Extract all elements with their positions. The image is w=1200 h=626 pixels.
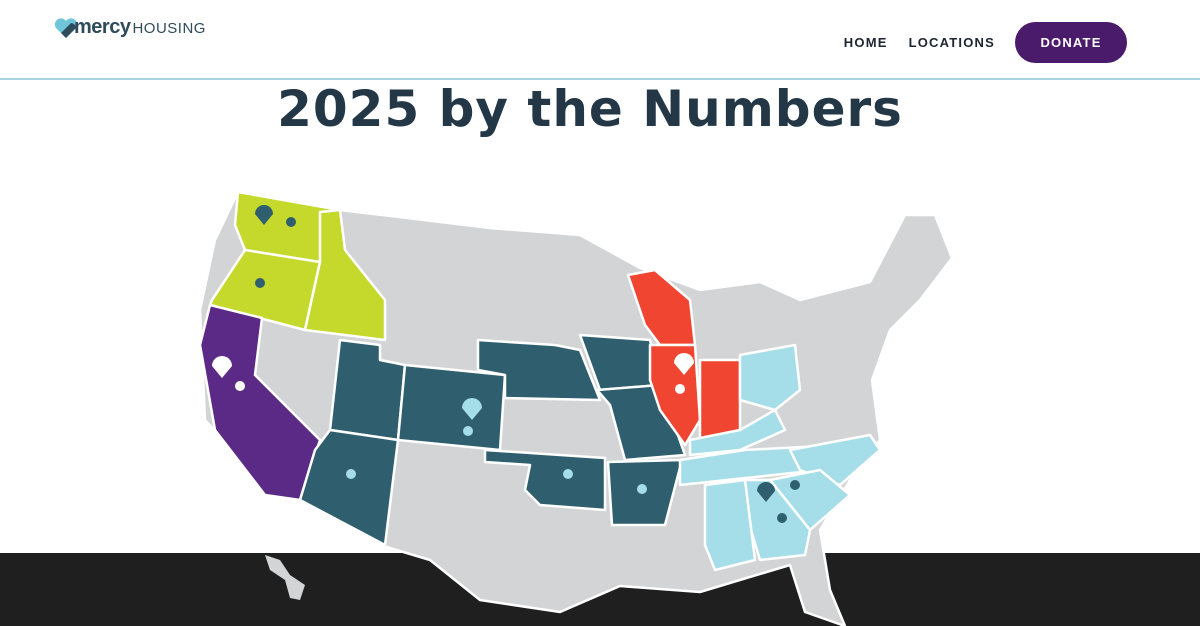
state-az (298, 428, 400, 547)
pin (757, 482, 775, 502)
site-icon (463, 426, 473, 436)
logo-primary: mercy (74, 16, 131, 38)
donate-button[interactable]: DONATE (1015, 22, 1127, 63)
main-nav: HOME LOCATIONS DONATE (823, 22, 1127, 63)
site-icon (637, 484, 647, 494)
site-icon (563, 469, 573, 479)
pin (255, 205, 273, 225)
state-id (303, 208, 387, 342)
state-ok (483, 448, 607, 512)
state-in (698, 358, 742, 442)
site-icon (675, 384, 685, 394)
logo[interactable]: mercy HOUSING (54, 16, 206, 39)
hero-title: 2025 by the Numbers (277, 80, 903, 138)
pin (212, 356, 232, 378)
site-icon (777, 513, 787, 523)
nav-link[interactable]: LOCATIONS (908, 35, 995, 50)
state-ne (476, 338, 602, 402)
state-al (703, 478, 757, 572)
pins-light (212, 353, 694, 420)
site-icon (346, 469, 356, 479)
state-ky (688, 408, 787, 457)
pin (674, 353, 694, 375)
site-icon (255, 278, 265, 288)
map-markers (212, 205, 800, 523)
nav-link[interactable]: HOME (843, 35, 888, 50)
site-icon (286, 217, 296, 227)
pins-dark (255, 205, 800, 523)
map-states (198, 190, 954, 626)
site-icon (235, 381, 245, 391)
pin (462, 398, 482, 420)
site-icon (790, 480, 800, 490)
site-header: mercy HOUSING HOME LOCATIONS DONATE (0, 0, 1200, 80)
logo-secondary: HOUSING (132, 20, 206, 37)
state-co (396, 363, 507, 452)
logo-heart (54, 18, 78, 38)
state-oh (738, 343, 802, 412)
hawaii (265, 555, 305, 600)
